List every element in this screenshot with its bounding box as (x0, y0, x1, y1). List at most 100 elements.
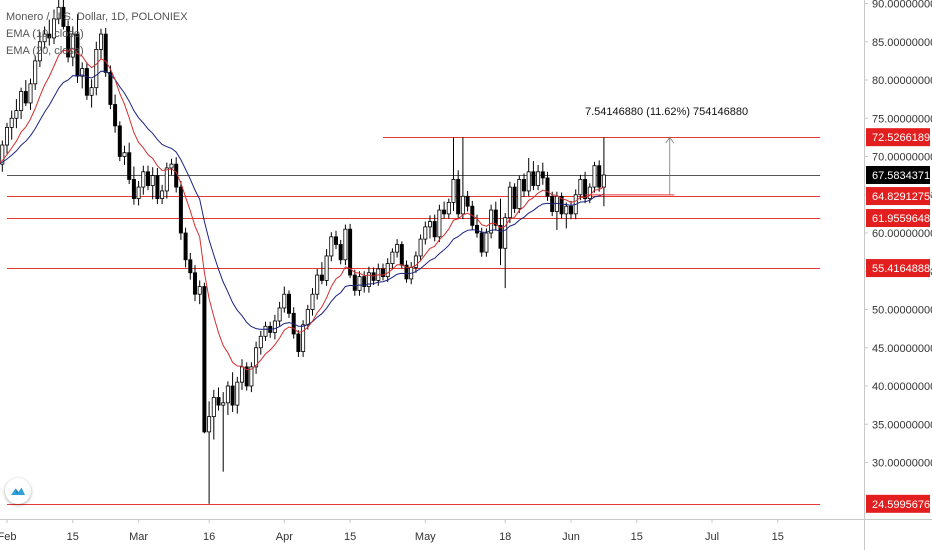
candle-body[interactable] (319, 274, 324, 281)
candle-body[interactable] (28, 83, 33, 104)
candle-body[interactable] (493, 209, 498, 226)
candle-body[interactable] (531, 171, 536, 186)
candle-body[interactable] (348, 228, 353, 276)
candle-body[interactable] (315, 274, 320, 295)
candle-body[interactable] (272, 320, 277, 333)
candle-body[interactable] (390, 251, 395, 265)
candle-body[interactable] (56, 6, 61, 20)
candle-body[interactable] (540, 171, 545, 179)
candle-body[interactable] (94, 49, 99, 89)
candle-body[interactable] (197, 286, 202, 295)
candle-body[interactable] (89, 87, 94, 96)
candle-body[interactable] (296, 333, 301, 352)
candle-body[interactable] (99, 33, 104, 50)
candle-body[interactable] (362, 276, 367, 287)
candle-body[interactable] (282, 293, 287, 309)
candle-body[interactable] (80, 68, 85, 77)
candle-body[interactable] (427, 221, 432, 228)
candle-body[interactable] (583, 179, 588, 199)
candle-body[interactable] (536, 171, 541, 186)
candle-body[interactable] (235, 381, 240, 406)
candle-body[interactable] (413, 255, 418, 268)
candle-body[interactable] (601, 174, 606, 188)
candle-body[interactable] (249, 366, 254, 387)
candle-body[interactable] (437, 209, 442, 238)
candle-body[interactable] (127, 152, 132, 180)
candle-body[interactable] (216, 397, 221, 406)
candle-body[interactable] (23, 91, 28, 104)
candle-body[interactable] (122, 152, 127, 157)
candle-body[interactable] (545, 177, 550, 197)
candle-body[interactable] (230, 385, 235, 406)
candle-body[interactable] (169, 163, 174, 169)
candle-body[interactable] (155, 175, 160, 199)
candle-body[interactable] (66, 26, 71, 58)
candle-body[interactable] (47, 33, 52, 39)
candle-body[interactable] (333, 236, 338, 245)
candle-body[interactable] (597, 165, 602, 188)
candle-body[interactable] (136, 186, 141, 199)
candle-body[interactable] (164, 167, 169, 192)
candle-body[interactable] (277, 307, 282, 322)
candle-body[interactable] (310, 293, 315, 310)
candle-body[interactable] (456, 179, 461, 215)
candle-body[interactable] (503, 217, 508, 249)
tradingview-logo[interactable] (5, 478, 31, 504)
candle-body[interactable] (385, 263, 390, 278)
candle-body[interactable] (70, 33, 75, 58)
candle-body[interactable] (460, 195, 465, 215)
candle-body[interactable] (239, 366, 244, 383)
candle-body[interactable] (117, 125, 122, 157)
candle-body[interactable] (221, 402, 226, 406)
candle-body[interactable] (399, 244, 404, 266)
candle-body[interactable] (507, 186, 512, 219)
candle-body[interactable] (33, 60, 38, 85)
candle-body[interactable] (244, 366, 249, 387)
candle-body[interactable] (418, 238, 423, 257)
candle-body[interactable] (178, 186, 183, 234)
candle-body[interactable] (324, 255, 329, 281)
candle-body[interactable] (432, 221, 437, 238)
candle-body[interactable] (37, 41, 42, 62)
candle-body[interactable] (559, 195, 564, 215)
candle-body[interactable] (0, 144, 5, 165)
candle-body[interactable] (522, 179, 527, 192)
candle-body[interactable] (286, 293, 291, 314)
candle-body[interactable] (329, 236, 334, 257)
candle-body[interactable] (84, 68, 89, 96)
candle-body[interactable] (301, 324, 306, 352)
candle-body[interactable] (474, 224, 479, 234)
candle-body[interactable] (145, 171, 150, 186)
candle-body[interactable] (404, 264, 409, 280)
candle-body[interactable] (258, 335, 263, 349)
candle-body[interactable] (592, 165, 597, 188)
candle-body[interactable] (338, 244, 343, 261)
candle-body[interactable] (225, 385, 230, 404)
candle-body[interactable] (254, 347, 259, 368)
candle-body[interactable] (451, 179, 456, 203)
candle-body[interactable] (14, 110, 19, 119)
candle-body[interactable] (517, 179, 522, 209)
candle-body[interactable] (61, 6, 66, 27)
candle-body[interactable] (489, 209, 494, 234)
candle-body[interactable] (395, 244, 400, 253)
candle-body[interactable] (587, 186, 592, 199)
candle-body[interactable] (366, 272, 371, 287)
candle-body[interactable] (202, 286, 207, 433)
candle-body[interactable] (446, 201, 451, 215)
candle-body[interactable] (9, 117, 14, 128)
candle-body[interactable] (569, 205, 574, 215)
candle-body[interactable] (465, 195, 470, 207)
candle-body[interactable] (207, 416, 212, 433)
candle-body[interactable] (150, 175, 155, 186)
candle-body[interactable] (211, 397, 216, 418)
candle-body[interactable] (479, 232, 484, 253)
candle-body[interactable] (352, 274, 357, 291)
candle-body[interactable] (141, 171, 146, 188)
candle-body[interactable] (183, 232, 188, 261)
candle-body[interactable] (564, 205, 569, 215)
candle-body[interactable] (5, 127, 10, 146)
candle-body[interactable] (512, 186, 517, 209)
candle-body[interactable] (343, 228, 348, 261)
